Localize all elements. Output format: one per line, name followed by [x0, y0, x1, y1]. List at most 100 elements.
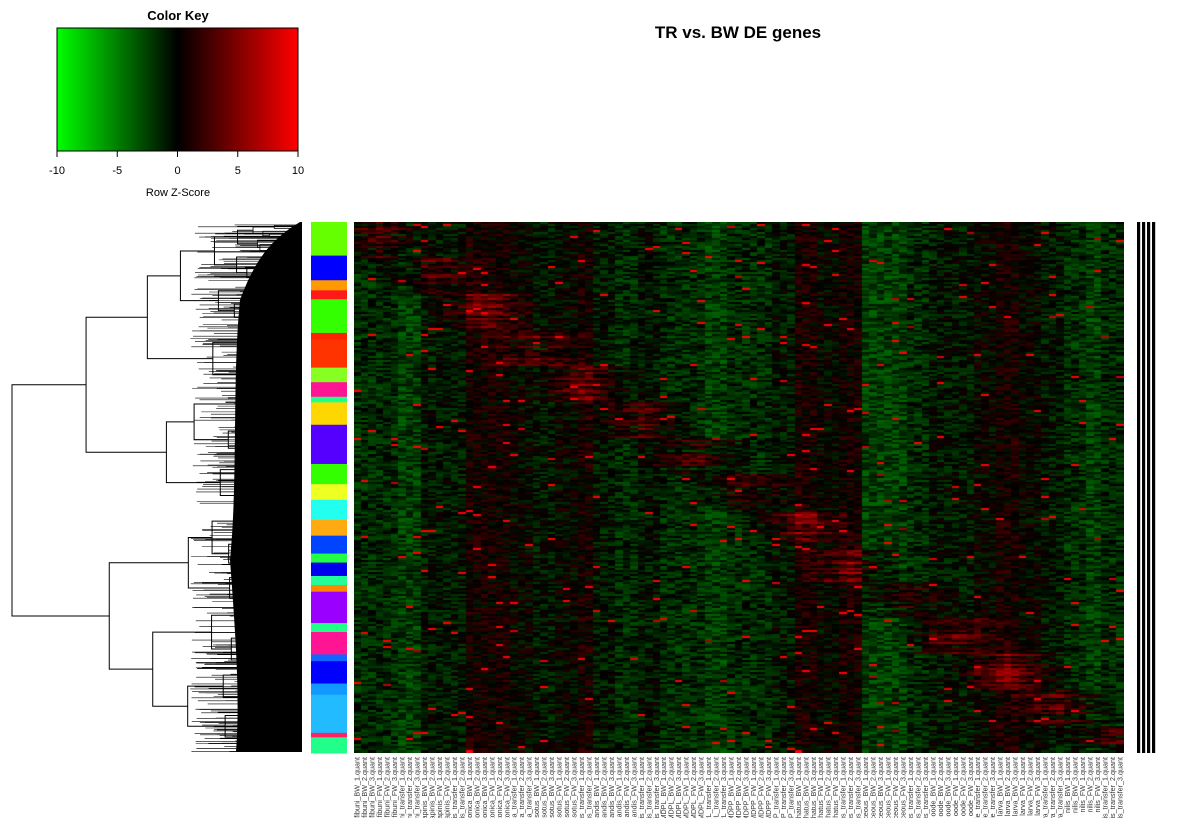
- row-side-colors: [311, 222, 347, 754]
- column-label: hatus_transfer_1.quant: [839, 757, 848, 818]
- column-label: oode_FW_2.quant: [958, 757, 967, 816]
- column-label: hatus_FW_1.quant: [816, 757, 825, 818]
- column-label: itusMDPL_BW_1.quant: [659, 757, 668, 818]
- column-label: hatus_BW_3.quant: [809, 757, 818, 818]
- column-label: ssotus_FW_1.quant: [555, 757, 564, 818]
- column-label: ssotus_transfer_1.quant: [577, 757, 586, 818]
- dendrogram-branch: [217, 290, 253, 312]
- dendrogram-branch: [187, 536, 230, 589]
- row-side-color-band: [311, 396, 347, 403]
- column-label: itusMDPL_FW_1.quant: [682, 757, 691, 818]
- dendrogram-branch: [212, 341, 239, 376]
- column-label: ceous_BW_2.quant: [869, 757, 878, 818]
- column-label: tonica_transfer_1.quant: [510, 757, 519, 818]
- color-key-tick-label: -10: [49, 165, 65, 177]
- column-label: itusMDPL_FW_3.quant: [697, 757, 706, 818]
- dendrogram-branch: [211, 520, 254, 555]
- column-label: hatus_transfer_2.quant: [846, 757, 855, 818]
- column-label: sapinis_BW_2.quant: [428, 757, 437, 818]
- column-label: andis_FW_3.quant: [629, 757, 638, 817]
- column-label: nilis_transfer_2.quant: [1108, 757, 1117, 818]
- column-label: ceous_FW_1.quant: [884, 757, 893, 818]
- column-label: ssotus_FW_3.quant: [570, 757, 579, 818]
- column-label: oode_BW_2.quant: [936, 757, 945, 817]
- column-label: ssotus_BW_2.quant: [540, 757, 549, 818]
- row-label-column: [1147, 222, 1151, 753]
- row-side-color-band: [311, 632, 347, 655]
- color-key-tick-label: 10: [292, 165, 304, 177]
- row-side-color-band: [311, 299, 347, 334]
- row-side-color-band: [311, 402, 347, 426]
- column-label: nilis_BW_1.quant: [1063, 757, 1072, 813]
- column-label: tonica_BW_3.quant: [480, 757, 489, 818]
- column-label: ceous_transfer_3.quant: [921, 757, 930, 818]
- column-label: fibuni_FW_1.quant: [375, 757, 384, 817]
- column-label: itusMDPP_transfer_3.quant: [786, 757, 795, 818]
- row-label-column: [1152, 222, 1156, 753]
- column-label: nilis_FW_1.quant: [1078, 757, 1087, 813]
- color-key-xlabel: Row Z-Score: [146, 187, 210, 199]
- column-label: fibuni_transfer_1.quant: [398, 757, 407, 818]
- column-label: itusMDPP_FW_1.quant: [749, 757, 758, 818]
- column-label: fibuni_FW_2.quant: [383, 757, 392, 817]
- column-label: hatus_BW_2.quant: [801, 757, 810, 818]
- color-key-axis: -10 -5 0 5 10: [49, 150, 304, 177]
- column-label: larva_FW_2.quant: [1026, 757, 1035, 816]
- row-side-color-band: [311, 290, 347, 300]
- column-label: ssotus_BW_1.quant: [532, 757, 541, 818]
- color-key: Color Key -10 -5 0 5 10 Row Z-Score: [49, 8, 304, 199]
- row-side-color-band: [311, 255, 347, 281]
- column-label: larva_BW_3.quant: [1011, 757, 1020, 816]
- column-label: itusMDPP_BW_1.quant: [727, 757, 736, 818]
- row-side-color-band: [311, 683, 347, 696]
- dendrogram-branch: [11, 384, 110, 617]
- column-label: tonica_transfer_3.quant: [525, 757, 534, 818]
- column-label: larva_BW_2.quant: [1003, 757, 1012, 816]
- column-label: nilis_transfer_1.quant: [1100, 757, 1109, 818]
- row-label-column: [1142, 222, 1146, 753]
- row-side-color-band: [311, 222, 347, 257]
- color-key-gradient: [56, 27, 299, 152]
- row-side-color-band: [311, 654, 347, 662]
- column-label: nilis_FW_2.quant: [1085, 757, 1094, 813]
- dendrogram-branch: [179, 250, 219, 302]
- column-label: tonica_FW_3.quant: [502, 757, 511, 818]
- column-label: oode_transfer_2.quant: [981, 757, 990, 818]
- column-label: hatus_BW_1.quant: [794, 757, 803, 818]
- row-side-color-band: [311, 737, 347, 754]
- row-side-color-band: [311, 332, 347, 341]
- column-label: sapinis_FW_2.quant: [442, 757, 451, 818]
- column-label: itusMDPP_FW_3.quant: [764, 757, 773, 818]
- row-side-color-band: [311, 367, 347, 383]
- column-label: tonica_BW_2.quant: [472, 757, 481, 818]
- column-label: oode_transfer_1.quant: [973, 757, 982, 818]
- column-label: larva_transfer_2.quant: [1048, 757, 1057, 818]
- column-label: fibuni_FW_3.quant: [390, 757, 399, 817]
- column-label: andis_BW_3.quant: [607, 757, 616, 818]
- column-label: fibuni_transfer_2.quant: [405, 757, 414, 818]
- dendrogram-branch: [187, 685, 226, 727]
- column-label: hatus_transfer_3.quant: [854, 757, 863, 818]
- dendrogram-branch: [108, 562, 189, 670]
- column-label: sapinis_BW_1.quant: [420, 757, 429, 818]
- column-label: sapinis_transfer_1.quant: [450, 757, 459, 818]
- chart-title: TR vs. BW DE genes: [655, 23, 821, 42]
- column-label: tonica_BW_1.quant: [465, 757, 474, 818]
- color-key-tick-label: -5: [112, 165, 122, 177]
- column-label: andis_transfer_3.quant: [652, 757, 661, 818]
- column-label: itusMDPL_transfer_1.quant: [704, 757, 713, 818]
- column-label: sapinis_transfer_2.quant: [457, 757, 466, 818]
- column-label: hatus_FW_2.quant: [824, 757, 833, 818]
- column-label: oode_BW_3.quant: [943, 757, 952, 817]
- row-side-color-band: [311, 484, 347, 501]
- column-label: nilis_transfer_3.quant: [1115, 757, 1124, 818]
- column-label: hatus_FW_3.quant: [831, 757, 840, 818]
- column-label: ssotus_transfer_2.quant: [584, 757, 593, 818]
- column-label: itusMDPL_transfer_2.quant: [712, 757, 721, 818]
- column-label: fibuni_BW_3.quant: [368, 757, 377, 818]
- column-label: larva_FW_3.quant: [1033, 757, 1042, 816]
- column-label: andis_FW_1.quant: [614, 757, 623, 817]
- row-side-color-band: [311, 661, 347, 685]
- dendrogram-branch: [252, 226, 275, 234]
